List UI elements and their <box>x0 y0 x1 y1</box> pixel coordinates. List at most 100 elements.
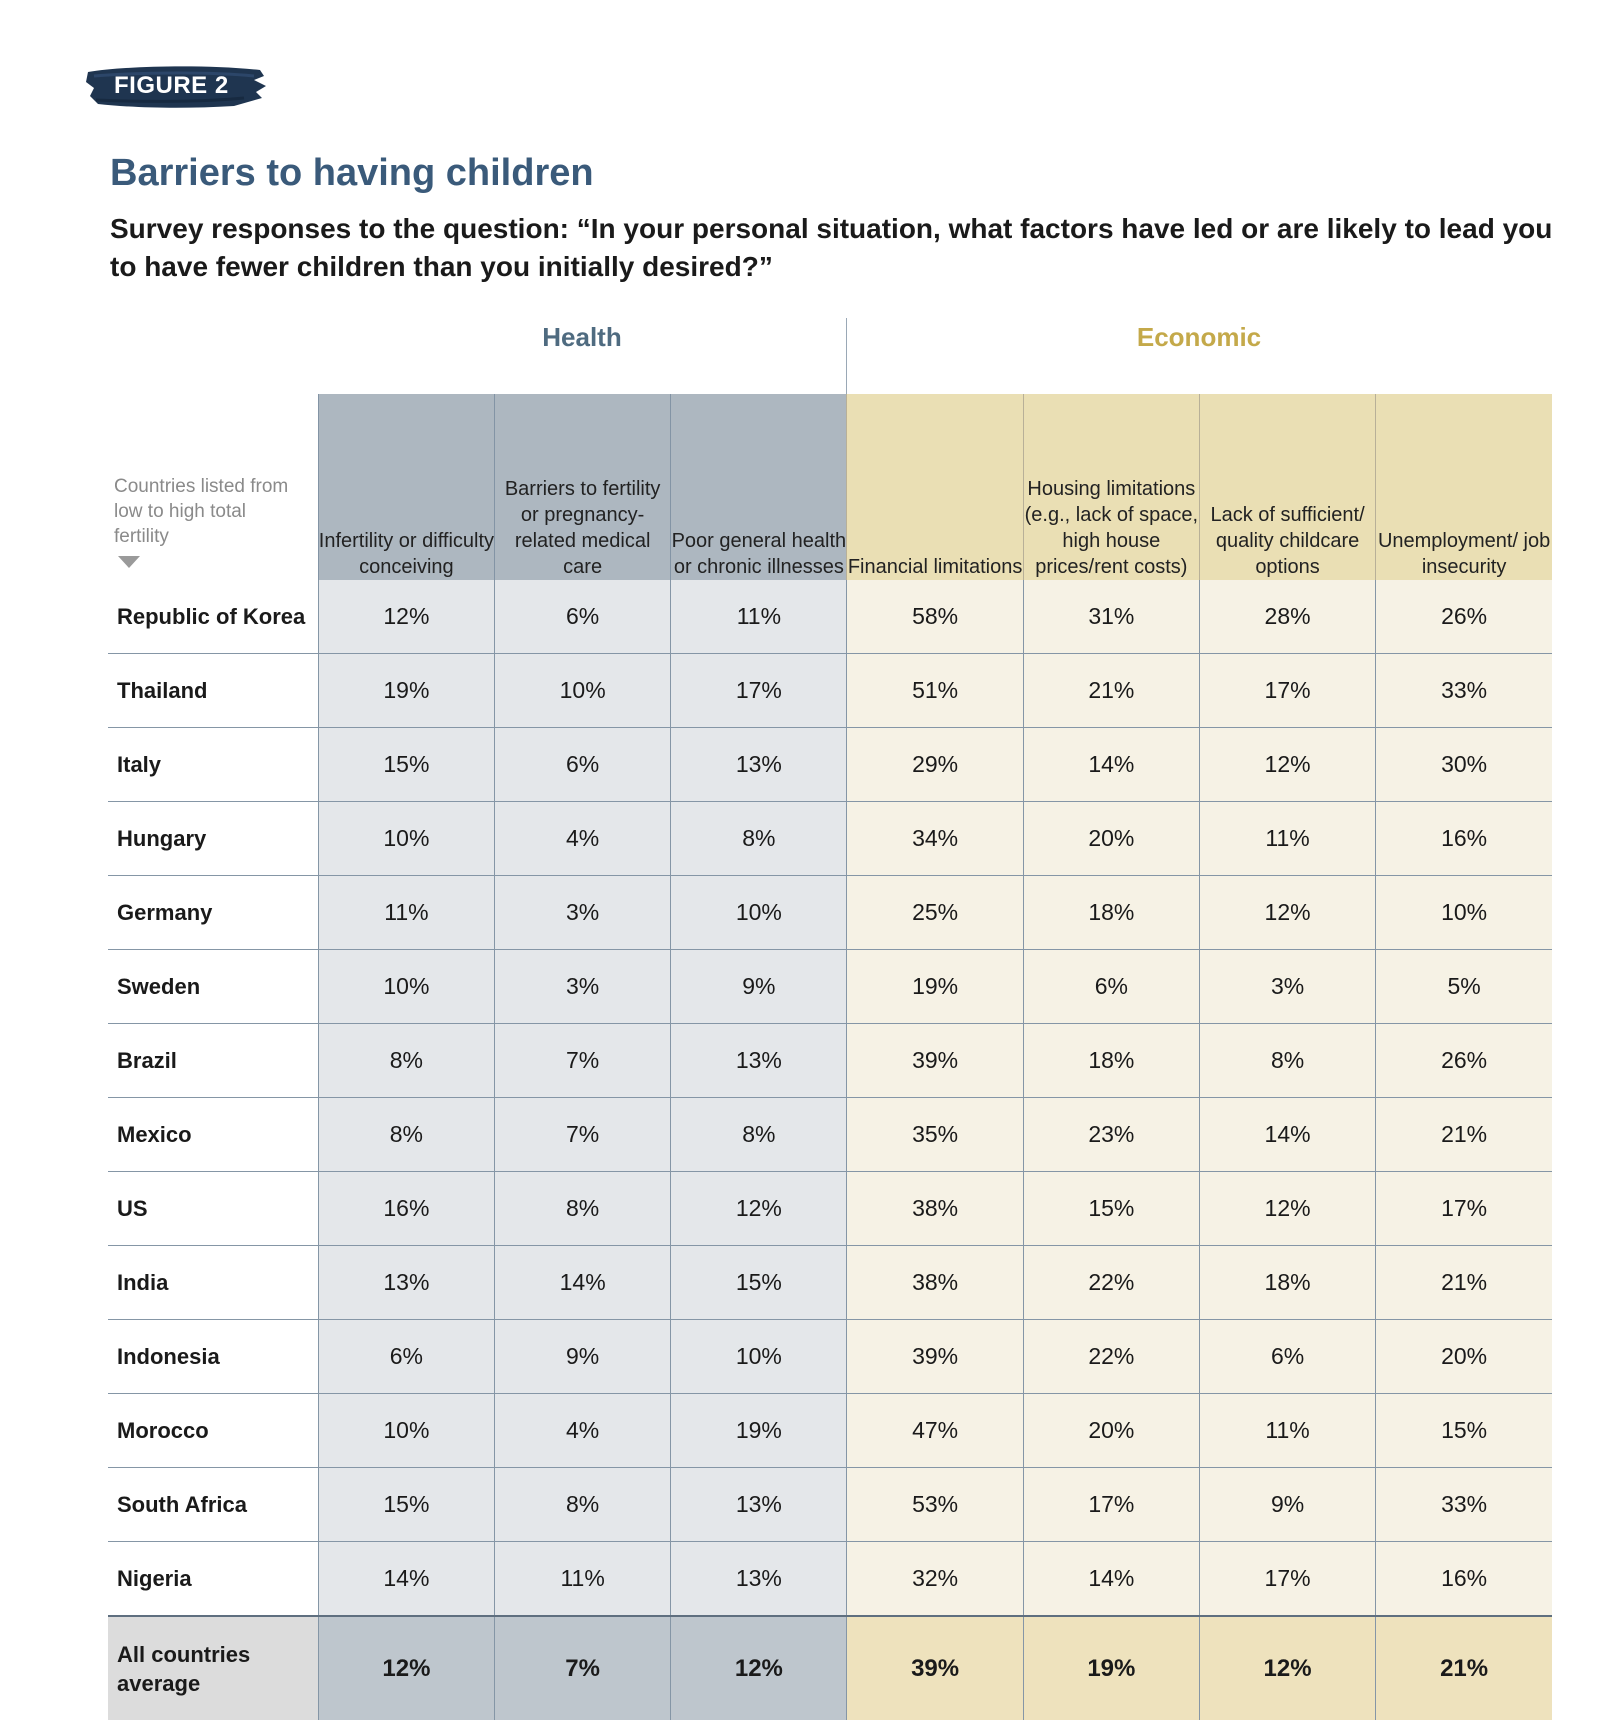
value-cell: 5% <box>1375 949 1552 1024</box>
value-cell: 11% <box>1198 1393 1376 1468</box>
value-cell: 8% <box>670 801 847 876</box>
average-value-cell: 7% <box>494 1615 671 1720</box>
table-row: Hungary 10% 4% 8% 34% 20% 11% 16% <box>108 801 1552 876</box>
value-cell: 11% <box>1198 801 1376 876</box>
value-cell: 11% <box>670 580 847 654</box>
country-name: Indonesia <box>108 1319 319 1394</box>
value-cell: 8% <box>317 1023 495 1098</box>
value-cell: 14% <box>1022 1541 1200 1616</box>
value-cell: 9% <box>494 1319 671 1394</box>
table-row: US 16% 8% 12% 38% 15% 12% 17% <box>108 1171 1552 1246</box>
figure-badge: FIGURE 2 <box>84 62 268 110</box>
value-cell: 16% <box>1375 801 1552 876</box>
value-cell: 38% <box>846 1245 1024 1320</box>
value-cell: 31% <box>1022 580 1200 654</box>
value-cell: 17% <box>1022 1467 1200 1542</box>
value-cell: 19% <box>317 653 495 728</box>
column-header: Housing limitations (e.g., lack of space… <box>1022 394 1200 580</box>
value-cell: 39% <box>846 1023 1024 1098</box>
value-cell: 6% <box>494 727 671 802</box>
value-cell: 10% <box>670 875 847 950</box>
value-cell: 12% <box>317 580 495 654</box>
column-header: Barriers to fertility or pregnancy-relat… <box>494 394 671 580</box>
table-row: Brazil 8% 7% 13% 39% 18% 8% 26% <box>108 1023 1552 1098</box>
value-cell: 13% <box>670 727 847 802</box>
value-cell: 7% <box>494 1097 671 1172</box>
value-cell: 15% <box>1375 1393 1552 1468</box>
table-row: India 13% 14% 15% 38% 22% 18% 21% <box>108 1245 1552 1320</box>
country-name: Brazil <box>108 1023 319 1098</box>
value-cell: 26% <box>1375 580 1552 654</box>
value-cell: 9% <box>1198 1467 1376 1542</box>
table-row: Sweden 10% 3% 9% 19% 6% 3% 5% <box>108 949 1552 1024</box>
value-cell: 14% <box>494 1245 671 1320</box>
value-cell: 12% <box>670 1171 847 1246</box>
value-cell: 17% <box>670 653 847 728</box>
table-row: Nigeria 14% 11% 13% 32% 14% 17% 16% <box>108 1541 1552 1616</box>
country-name: US <box>108 1171 319 1246</box>
value-cell: 34% <box>846 801 1024 876</box>
value-cell: 6% <box>1022 949 1200 1024</box>
column-header: Infertility or difficulty conceiving <box>317 394 495 580</box>
value-cell: 12% <box>1198 1171 1376 1246</box>
table-row: Mexico 8% 7% 8% 35% 23% 14% 21% <box>108 1097 1552 1172</box>
column-header: Unemployment/ job insecurity <box>1375 394 1552 580</box>
value-cell: 10% <box>670 1319 847 1394</box>
value-cell: 17% <box>1198 1541 1376 1616</box>
average-label: All countries average <box>108 1615 319 1720</box>
value-cell: 47% <box>846 1393 1024 1468</box>
chart-subtitle: Survey responses to the question: “In yo… <box>110 213 1553 282</box>
table-row: Italy 15% 6% 13% 29% 14% 12% 30% <box>108 727 1552 802</box>
value-cell: 3% <box>494 949 671 1024</box>
value-cell: 22% <box>1022 1319 1200 1394</box>
value-cell: 21% <box>1375 1245 1552 1320</box>
column-header: Lack of sufficient/ quality childcare op… <box>1198 394 1376 580</box>
value-cell: 14% <box>1198 1097 1376 1172</box>
average-value-cell: 21% <box>1375 1615 1552 1720</box>
value-cell: 6% <box>317 1319 495 1394</box>
country-name: Nigeria <box>108 1541 319 1616</box>
value-cell: 14% <box>1022 727 1200 802</box>
value-cell: 18% <box>1022 875 1200 950</box>
value-cell: 35% <box>846 1097 1024 1172</box>
figure-label: FIGURE 2 <box>114 72 229 99</box>
brush-stroke-background <box>86 66 266 108</box>
value-cell: 28% <box>1198 580 1376 654</box>
value-cell: 14% <box>317 1541 495 1616</box>
table-row: Germany 11% 3% 10% 25% 18% 12% 10% <box>108 875 1552 950</box>
country-name: South Africa <box>108 1467 319 1542</box>
value-cell: 13% <box>670 1023 847 1098</box>
value-cell: 21% <box>1022 653 1200 728</box>
country-name: Hungary <box>108 801 319 876</box>
value-cell: 15% <box>317 727 495 802</box>
value-cell: 16% <box>317 1171 495 1246</box>
value-cell: 8% <box>494 1467 671 1542</box>
country-name: Morocco <box>108 1393 319 1468</box>
value-cell: 6% <box>1198 1319 1376 1394</box>
value-cell: 13% <box>317 1245 495 1320</box>
value-cell: 16% <box>1375 1541 1552 1616</box>
table-row: South Africa 15% 8% 13% 53% 17% 9% 33% <box>108 1467 1552 1542</box>
value-cell: 20% <box>1022 801 1200 876</box>
table-row: Thailand 19% 10% 17% 51% 21% 17% 33% <box>108 653 1552 728</box>
table-row: Indonesia 6% 9% 10% 39% 22% 6% 20% <box>108 1319 1552 1394</box>
column-header: Poor general health or chronic illnesses <box>670 394 847 580</box>
average-row: All countries average 12% 7% 12% 39% 19% 12% 21… <box>108 1615 1552 1720</box>
country-name: Sweden <box>108 949 319 1024</box>
value-cell: 8% <box>317 1097 495 1172</box>
group-label-economic: Economic <box>1136 322 1262 352</box>
value-cell: 10% <box>1375 875 1552 950</box>
value-cell: 19% <box>846 949 1024 1024</box>
value-cell: 11% <box>317 875 495 950</box>
value-cell: 58% <box>846 580 1024 654</box>
value-cell: 21% <box>1375 1097 1552 1172</box>
barriers-table: Infertility or difficulty conceiving Barr… <box>108 394 1552 1720</box>
value-cell: 30% <box>1375 727 1552 802</box>
value-cell: 20% <box>1022 1393 1200 1468</box>
value-cell: 4% <box>494 1393 671 1468</box>
value-cell: 23% <box>1022 1097 1200 1172</box>
value-cell: 3% <box>494 875 671 950</box>
average-value-cell: 39% <box>846 1615 1024 1720</box>
value-cell: 25% <box>846 875 1024 950</box>
average-value-cell: 12% <box>317 1615 495 1720</box>
